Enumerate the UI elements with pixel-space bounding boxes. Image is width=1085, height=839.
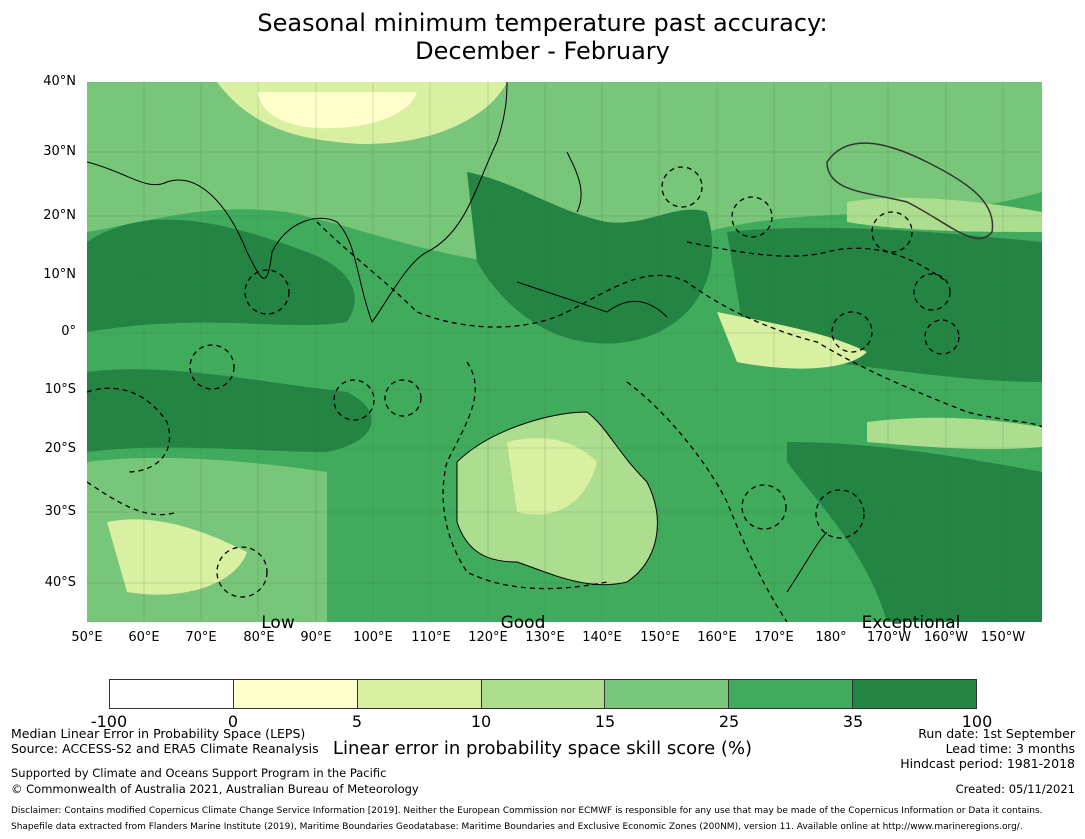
disclaimer: Disclaimer: Contains modified Copernicus… bbox=[11, 806, 1043, 816]
category-exceptional-label: Exceptional bbox=[861, 613, 961, 633]
skill-map bbox=[87, 82, 1042, 622]
colorbar-segment bbox=[110, 680, 234, 708]
shapefile-note: Shapefile data extracted from Flanders M… bbox=[11, 822, 1023, 832]
lon-label: 110°E bbox=[411, 630, 451, 645]
colorbar-tick: 35 bbox=[842, 712, 864, 731]
colorbar-tick: 0 bbox=[227, 712, 239, 731]
lon-label: 70°E bbox=[185, 630, 217, 645]
lat-label-10n: 10°N bbox=[43, 267, 76, 282]
method-note: Median Linear Error in Probability Space… bbox=[11, 726, 306, 741]
lon-label: 130°E bbox=[525, 630, 565, 645]
lon-label: 50°E bbox=[71, 630, 103, 645]
colorbar-tick: -100 bbox=[90, 712, 128, 731]
lat-label-20n: 20°N bbox=[43, 208, 76, 223]
lon-label: 180° bbox=[815, 630, 847, 645]
lon-label: 80°E bbox=[243, 630, 275, 645]
run-date: Run date: 1st September bbox=[918, 726, 1075, 741]
lon-label: 150°W bbox=[980, 630, 1026, 645]
colorbar-segment bbox=[357, 680, 482, 708]
lat-label-40n: 40°N bbox=[43, 74, 76, 89]
support-note: Supported by Climate and Oceans Support … bbox=[11, 766, 387, 780]
lat-label-20s: 20°S bbox=[44, 441, 76, 456]
lat-label-40s: 40°S bbox=[44, 575, 76, 590]
colorbar bbox=[109, 679, 977, 709]
colorbar-segment bbox=[605, 680, 730, 708]
copyright-note: © Commonwealth of Australia 2021, Austra… bbox=[11, 782, 419, 796]
hindcast-period: Hindcast period: 1981-2018 bbox=[900, 756, 1075, 771]
lat-label-30s: 30°S bbox=[44, 504, 76, 519]
colorbar-tick: 100 bbox=[961, 712, 993, 731]
created-date: Created: 05/11/2021 bbox=[955, 782, 1075, 796]
lon-label: 120°E bbox=[468, 630, 508, 645]
category-good-label: Good bbox=[500, 613, 546, 633]
lon-label: 140°E bbox=[582, 630, 622, 645]
lon-label: 60°E bbox=[128, 630, 160, 645]
colorbar-tick: 10 bbox=[470, 712, 492, 731]
map-title-line2: December - February bbox=[415, 37, 670, 65]
source-note: Source: ACCESS-S2 and ERA5 Climate Reana… bbox=[11, 741, 319, 756]
colorbar-segment bbox=[233, 680, 358, 708]
category-low-label: Low bbox=[261, 613, 295, 633]
lat-label-10s: 10°S bbox=[44, 382, 76, 397]
map-title-line1: Seasonal minimum temperature past accura… bbox=[257, 9, 828, 37]
colorbar-tick: 25 bbox=[718, 712, 740, 731]
lat-label-equator: 0° bbox=[61, 324, 76, 339]
lon-label: 100°E bbox=[353, 630, 393, 645]
colorbar-segment bbox=[729, 680, 854, 708]
colorbar-segment bbox=[853, 680, 977, 708]
lon-label: 170°E bbox=[754, 630, 794, 645]
lon-label: 150°E bbox=[640, 630, 680, 645]
lon-label: 170°W bbox=[866, 630, 912, 645]
lon-label: 160°E bbox=[697, 630, 737, 645]
colorbar-label: Linear error in probability space skill … bbox=[332, 738, 753, 759]
colorbar-tick: 5 bbox=[351, 712, 363, 731]
colorbar-tick: 15 bbox=[594, 712, 616, 731]
lon-label: 160°W bbox=[923, 630, 969, 645]
lat-label-30n: 30°N bbox=[43, 144, 76, 159]
colorbar-segment bbox=[481, 680, 606, 708]
lon-label: 90°E bbox=[300, 630, 332, 645]
lead-time: Lead time: 3 months bbox=[945, 741, 1075, 756]
